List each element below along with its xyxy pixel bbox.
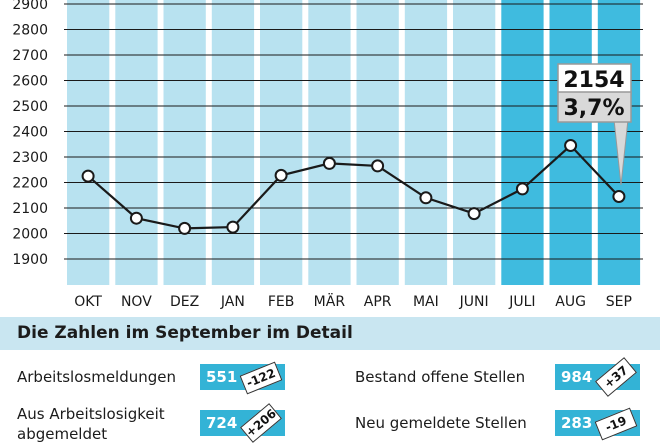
badge-value: 283 xyxy=(561,414,593,432)
value-badge: 724 +206 xyxy=(200,403,285,443)
value-badge: 551 -122 xyxy=(200,361,285,395)
y-tick-label: 2300 xyxy=(12,150,48,166)
y-tick-label: 2600 xyxy=(12,74,48,90)
unemployment-chart: 1900 2000 2100 2200 2300 2400 2500 2600 2700 2800… xyxy=(12,0,643,310)
data-point xyxy=(515,182,529,196)
data-point xyxy=(129,211,143,225)
x-tick-label: JULI xyxy=(508,294,535,310)
change-arrow: -122 xyxy=(239,361,283,395)
y-tick-label: 2200 xyxy=(12,176,48,192)
bar-dez xyxy=(163,0,206,285)
y-tick-label: 2700 xyxy=(12,48,48,64)
y-tick-label: 2400 xyxy=(12,125,48,141)
callout-box-rate xyxy=(557,91,632,123)
x-tick-label: FEB xyxy=(268,294,295,310)
y-tick-label: 2000 xyxy=(12,227,48,243)
badge-value: 984 xyxy=(561,368,593,386)
data-point xyxy=(322,156,336,170)
data-point xyxy=(467,207,481,221)
badge-value: 551 xyxy=(206,368,238,386)
bar-apr xyxy=(356,0,399,285)
change-arrow: +37 xyxy=(595,357,637,397)
callout-rate: 3,7% xyxy=(563,96,624,121)
row-label: Bestand offene Stellen xyxy=(355,368,526,386)
data-point xyxy=(371,159,385,173)
x-tick-label: SEP xyxy=(606,294,632,310)
x-tick-label: JAN xyxy=(220,294,245,310)
change-value: +37 xyxy=(601,363,631,391)
value-badge: 283 -19 xyxy=(555,407,640,441)
detail-title: Die Zahlen im September im Detail xyxy=(17,323,353,343)
x-tick-label: AUG xyxy=(555,294,586,310)
y-tick-label: 2500 xyxy=(12,99,48,115)
data-point xyxy=(274,168,288,182)
data-point xyxy=(564,139,578,152)
x-tick-label: DEZ xyxy=(170,294,199,310)
row-label: Arbeitslosmeldungen xyxy=(17,368,177,386)
badge-value: 724 xyxy=(206,414,238,432)
change-value: -122 xyxy=(244,365,278,391)
data-point xyxy=(419,191,433,205)
data-point xyxy=(226,220,240,234)
row-label: Aus Arbeitslosigkeit abgemeldet xyxy=(17,405,165,443)
bar-mär xyxy=(308,0,351,285)
change-value: +206 xyxy=(243,406,279,440)
x-tick-label: JUNI xyxy=(459,294,489,310)
bar-juli xyxy=(501,0,544,285)
y-tick-label: 2900 xyxy=(12,0,48,13)
detail-header: Die Zahlen im September im Detail xyxy=(0,317,660,350)
change-arrow: +206 xyxy=(240,403,282,443)
x-tick-label: APR xyxy=(364,294,392,310)
row-label: Neu gemeldete Stellen xyxy=(355,414,527,432)
data-point xyxy=(81,169,95,183)
data-point xyxy=(612,190,626,203)
bar-nov xyxy=(115,0,158,285)
bar-mai xyxy=(404,0,448,285)
bar-jan xyxy=(211,0,255,285)
bar-okt xyxy=(67,0,110,285)
x-tick-label: NOV xyxy=(121,294,152,310)
change-arrow: -19 xyxy=(594,407,638,441)
y-tick-label: 2800 xyxy=(12,23,48,39)
bar-feb xyxy=(260,0,303,285)
x-tick-label: MÄR xyxy=(314,292,346,310)
x-tick-label: MAI xyxy=(413,294,439,310)
value-badge: 984 +37 xyxy=(555,357,640,397)
y-tick-label: 1900 xyxy=(12,252,48,268)
callout-value: 2154 xyxy=(563,68,624,93)
change-value: -19 xyxy=(603,413,629,435)
x-tick-label: OKT xyxy=(74,294,102,310)
bar-juni xyxy=(453,0,496,285)
data-point xyxy=(178,221,192,235)
callout: 2154 3,7% xyxy=(557,63,632,186)
y-tick-label: 2100 xyxy=(12,201,48,217)
series-line xyxy=(87,143,620,230)
